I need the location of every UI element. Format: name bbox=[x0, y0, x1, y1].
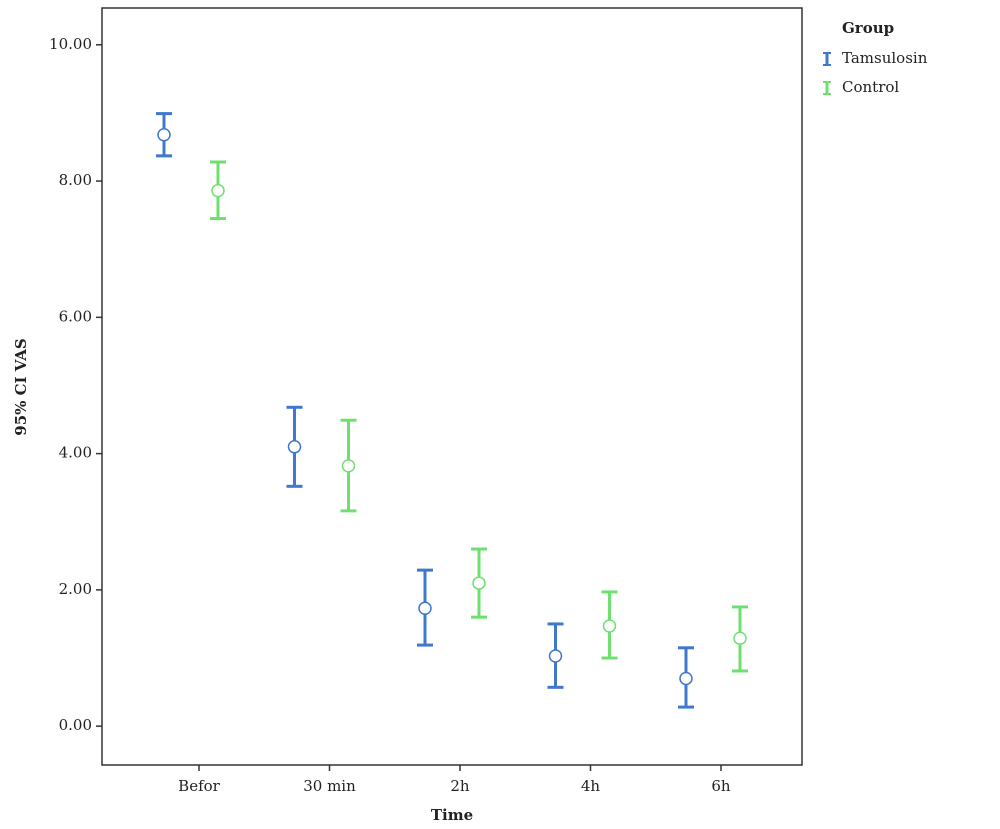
mean-marker bbox=[602, 619, 617, 633]
y-tick-label: 0.00 bbox=[59, 716, 92, 734]
mean-marker bbox=[287, 440, 302, 454]
y-tick-label: 10.00 bbox=[49, 35, 92, 53]
legend-label: Tamsulosin bbox=[842, 49, 928, 67]
y-tick-label: 4.00 bbox=[59, 444, 92, 462]
x-tick-label: 4h bbox=[581, 777, 601, 795]
x-tick-label: Befor bbox=[178, 777, 220, 795]
mean-marker bbox=[679, 671, 693, 686]
mean-marker bbox=[472, 576, 486, 590]
mean-marker bbox=[548, 649, 563, 663]
x-tick-label: 6h bbox=[711, 777, 731, 795]
x-tick-label: 30 min bbox=[303, 777, 356, 795]
mean-marker bbox=[341, 459, 356, 473]
legend-title: Group bbox=[842, 19, 894, 37]
mean-marker bbox=[418, 601, 432, 616]
y-axis-label: 95% CI VAS bbox=[12, 338, 30, 435]
mean-marker bbox=[211, 183, 225, 198]
mean-marker bbox=[157, 127, 171, 142]
plot-frame bbox=[101, 7, 803, 766]
x-axis-label: Time bbox=[431, 806, 473, 824]
y-tick-label: 8.00 bbox=[59, 171, 92, 189]
y-tick-label: 2.00 bbox=[59, 580, 92, 598]
legend-label: Control bbox=[842, 78, 899, 96]
mean-marker bbox=[733, 631, 747, 646]
x-tick-label: 2h bbox=[450, 777, 470, 795]
y-tick-label: 6.00 bbox=[59, 307, 92, 325]
